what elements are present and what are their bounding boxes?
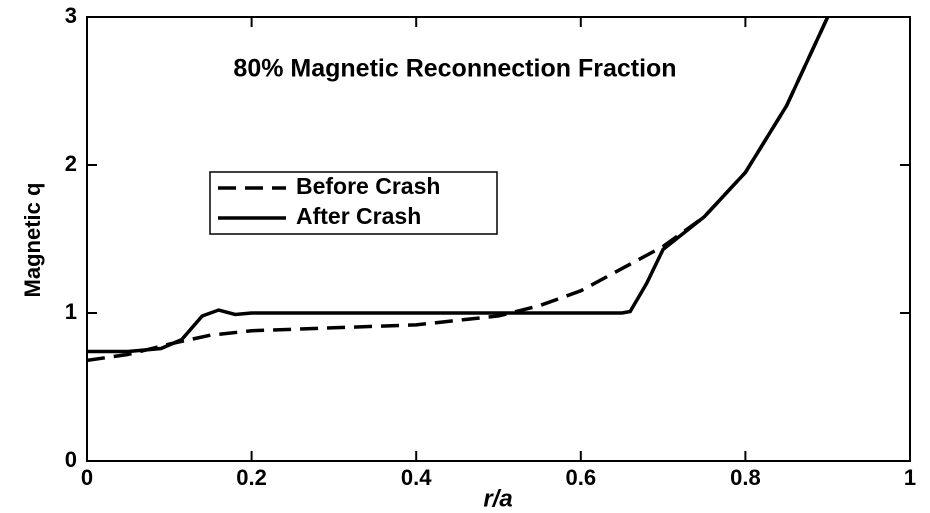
y-axis-label: Magnetic q — [20, 183, 45, 298]
x-axis-label: r/a — [483, 485, 512, 512]
y-tick-label: 3 — [65, 3, 77, 28]
chart-title: 80% Magnetic Reconnection Fraction — [233, 55, 676, 83]
x-tick-label: 0.2 — [236, 465, 267, 490]
y-tick-label: 2 — [65, 151, 77, 176]
x-tick-label: 0 — [81, 465, 93, 490]
legend-label: After Crash — [296, 203, 421, 229]
y-tick-label: 0 — [65, 447, 77, 472]
x-tick-label: 1 — [904, 465, 916, 490]
x-tick-label: 0.6 — [566, 465, 597, 490]
legend-box — [209, 171, 498, 235]
x-tick-label: 0.4 — [401, 465, 432, 490]
plot-frame — [86, 16, 911, 462]
x-tick-label: 0.8 — [730, 465, 761, 490]
series-line — [87, 17, 830, 354]
y-tick-label: 1 — [65, 299, 77, 324]
legend-label: Before Crash — [296, 173, 440, 199]
